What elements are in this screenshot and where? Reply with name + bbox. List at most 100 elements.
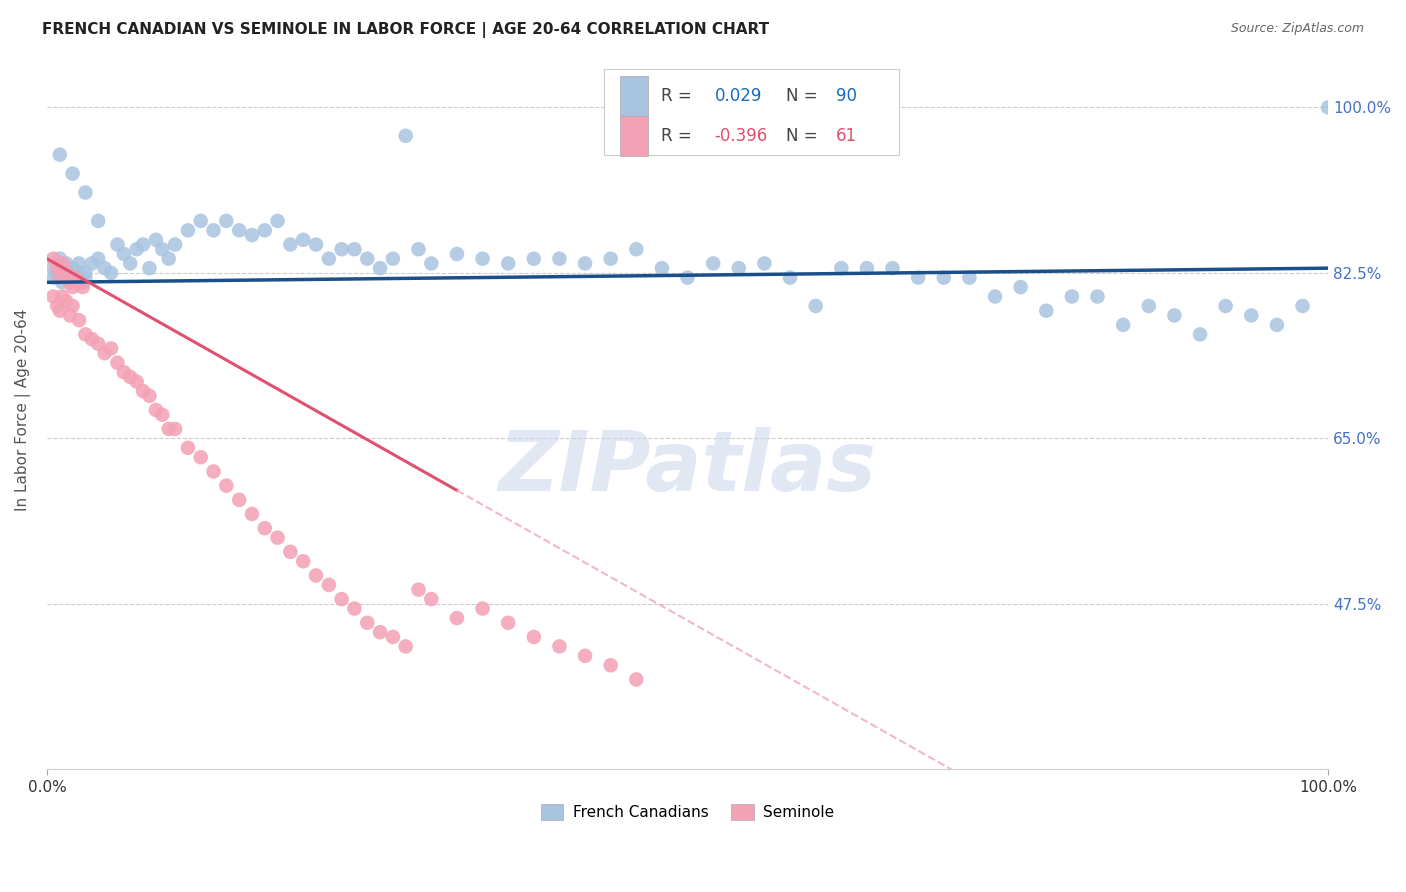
Point [804,299,827,313]
Point [548,640,571,654]
Point [75,186,97,200]
Point [574,256,596,270]
Point [150,408,173,422]
Point [75,266,97,280]
Point [165,422,187,436]
Point [93,261,115,276]
Point [280,545,302,559]
Point [318,578,340,592]
Point [67,276,90,290]
Point [1240,309,1263,323]
Point [240,507,263,521]
Point [157,422,180,436]
Point [190,450,212,465]
Point [356,252,378,266]
Point [548,252,571,266]
Point [1035,303,1057,318]
Text: 90: 90 [837,87,858,105]
Point [46,261,69,276]
Point [75,327,97,342]
Point [651,261,673,276]
Point [395,128,418,143]
Point [446,611,468,625]
Point [599,252,621,266]
Point [446,247,468,261]
Point [62,299,84,313]
Point [75,270,97,285]
Point [100,266,122,280]
Point [1317,100,1340,114]
Point [228,492,250,507]
Point [779,270,801,285]
Point [55,266,77,280]
Point [702,256,724,270]
Point [1060,289,1083,303]
Point [202,465,225,479]
Point [280,237,302,252]
Point [305,237,328,252]
Point [62,280,84,294]
Bar [620,116,648,156]
Point [42,289,65,303]
Point [343,601,366,615]
Point [145,403,167,417]
Point [318,252,340,266]
Point [165,237,187,252]
Point [125,242,148,256]
Point [266,531,288,545]
Point [62,276,84,290]
Point [112,365,135,379]
FancyBboxPatch shape [605,69,898,155]
Point [67,256,90,270]
Point [957,270,980,285]
Point [368,625,391,640]
Point [330,242,353,256]
Text: R =: R = [661,87,696,105]
Point [42,261,65,276]
Legend: French Canadians, Seminole: French Canadians, Seminole [534,798,841,826]
Point [55,256,77,270]
Point [62,261,84,276]
Point [381,252,404,266]
Point [356,615,378,630]
Point [46,299,69,313]
Point [266,214,288,228]
Point [1087,289,1109,303]
Point [120,370,142,384]
Point [253,521,276,535]
Point [1137,299,1160,313]
Point [523,252,546,266]
Point [381,630,404,644]
Point [292,554,315,568]
Point [59,266,82,280]
Point [125,375,148,389]
Point [67,266,90,280]
Point [145,233,167,247]
Point [132,237,155,252]
Point [1163,309,1185,323]
Point [1291,299,1313,313]
Point [42,270,65,285]
Point [80,332,103,346]
Point [523,630,546,644]
Point [1112,318,1135,332]
Point [63,270,86,285]
Point [1265,318,1288,332]
Point [856,261,879,276]
Text: N =: N = [786,127,823,145]
Point [49,303,72,318]
Point [253,223,276,237]
Point [49,147,72,161]
Point [93,346,115,360]
Point [830,261,852,276]
Text: Source: ZipAtlas.com: Source: ZipAtlas.com [1230,22,1364,36]
Point [420,592,443,607]
Point [932,270,955,285]
Text: FRENCH CANADIAN VS SEMINOLE IN LABOR FORCE | AGE 20-64 CORRELATION CHART: FRENCH CANADIAN VS SEMINOLE IN LABOR FOR… [42,22,769,38]
Point [984,289,1007,303]
Point [87,336,110,351]
Point [62,167,84,181]
Point [59,309,82,323]
Text: -0.396: -0.396 [714,127,768,145]
Bar [620,77,648,116]
